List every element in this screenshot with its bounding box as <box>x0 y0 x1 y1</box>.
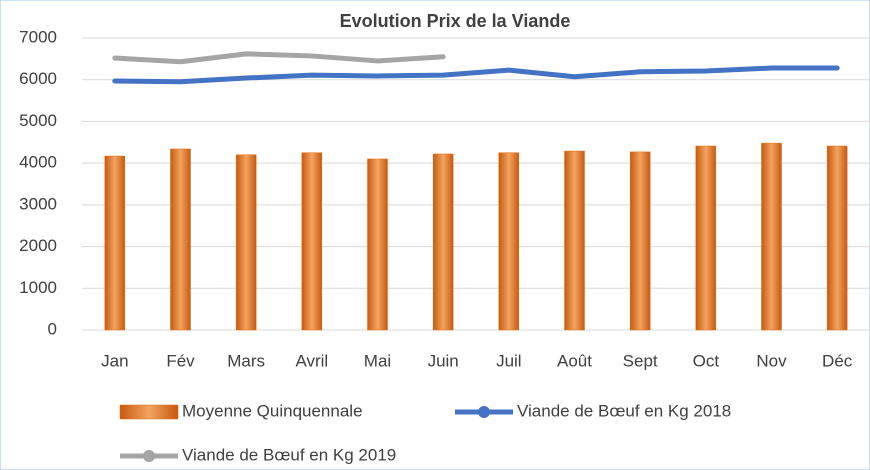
bar <box>564 150 585 331</box>
legend-label: Viande de Bœuf en Kg 2018 <box>517 401 731 420</box>
y-tick-label: 1000 <box>19 278 57 297</box>
x-tick-label: Jan <box>101 351 128 370</box>
line-series <box>112 51 446 65</box>
x-tick-label: Oct <box>693 351 720 370</box>
x-tick-label: Mars <box>227 351 265 370</box>
y-tick-label: 4000 <box>19 153 57 172</box>
bar <box>629 151 651 331</box>
y-tick-label: 6000 <box>19 69 57 88</box>
bar <box>170 148 191 331</box>
x-tick-label: Juin <box>428 351 459 370</box>
y-tick-label: 0 <box>48 319 57 338</box>
y-tick-label: 5000 <box>19 111 57 130</box>
bar <box>761 142 782 331</box>
legend-marker <box>478 406 490 418</box>
legend-marker <box>143 450 155 462</box>
x-tick-label: Fév <box>166 351 195 370</box>
bar <box>498 152 520 331</box>
bar <box>301 152 323 331</box>
line-series <box>112 65 840 85</box>
bar <box>432 153 454 331</box>
x-tick-label: Déc <box>822 351 853 370</box>
x-tick-label: Août <box>557 351 592 370</box>
x-tick-label: Avril <box>295 351 328 370</box>
legend-swatch <box>119 404 179 420</box>
bar <box>104 155 126 331</box>
legend-label: Viande de Bœuf en Kg 2019 <box>182 445 396 464</box>
x-tick-label: Mai <box>364 351 391 370</box>
bar <box>367 158 388 331</box>
x-tick-label: Juil <box>496 351 522 370</box>
y-tick-label: 7000 <box>19 27 57 46</box>
bar <box>235 154 257 331</box>
x-tick-label: Nov <box>756 351 787 370</box>
legend-label: Moyenne Quinquennale <box>182 401 363 420</box>
bar <box>695 145 717 331</box>
y-tick-label: 2000 <box>19 236 57 255</box>
bar <box>826 145 848 331</box>
x-tick-label: Sept <box>623 351 658 370</box>
chart-title: Evolution Prix de la Viande <box>340 11 571 31</box>
y-tick-label: 3000 <box>19 194 57 213</box>
